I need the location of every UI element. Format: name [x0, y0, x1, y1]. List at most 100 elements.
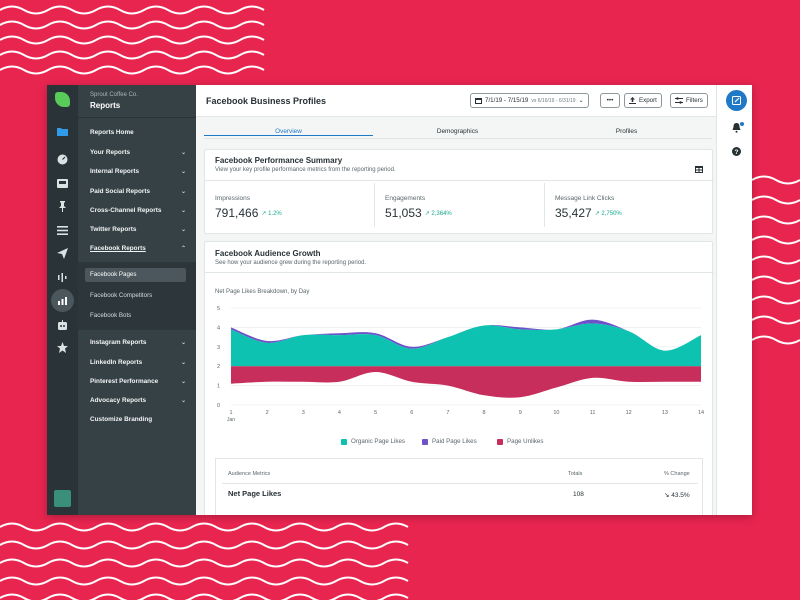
sidebar-item-customize-branding[interactable]: Customize Branding [90, 416, 186, 423]
sidebar-item-cross-channel-reports[interactable]: Cross-Channel Reports ⌄ [90, 207, 186, 214]
main-content: Facebook Business Profiles 7/1/19 - 7/15… [196, 85, 716, 515]
svg-text:?: ? [735, 149, 739, 156]
help-icon[interactable]: ? [731, 146, 742, 157]
sidebar-subitem-facebook-pages[interactable]: Facebook Pages [85, 268, 186, 282]
legend-unlikes[interactable]: Page Unlikes [497, 438, 543, 445]
sidebar-item-label: Your Reports [90, 149, 131, 156]
sidebar-item-paid-social-reports[interactable]: Paid Social Reports ⌄ [90, 188, 186, 195]
reports-sidebar: Sprout Coffee Co. Reports Reports Home Y… [78, 85, 196, 515]
chevron-down-icon: ⌄ [180, 189, 186, 195]
date-range-label: 7/1/19 - 7/15/19 [485, 97, 529, 104]
sidebar-item-label: Internal Reports [90, 168, 140, 175]
calendar-icon [475, 98, 482, 104]
sidebar-item-label: Paid Social Reports [90, 188, 151, 195]
export-icon [629, 97, 636, 104]
sidebar-item-your-reports[interactable]: Your Reports ⌄ [90, 149, 186, 156]
tab-label: Demographics [436, 128, 479, 135]
chevron-down-icon: ⌄ [578, 98, 584, 104]
x-tick-label: 2 [266, 410, 269, 416]
compose-button[interactable] [726, 90, 747, 111]
sidebar-item-internal-reports[interactable]: Internal Reports ⌄ [90, 168, 186, 175]
pin-icon[interactable] [54, 198, 71, 215]
icon-rail [47, 85, 78, 515]
more-button[interactable]: ••• [600, 93, 620, 108]
x-tick-label: 8 [483, 410, 486, 416]
sidebar-item-advocacy-reports[interactable]: Advocacy Reports ⌄ [90, 397, 186, 404]
sidebar-item-label: Customize Branding [90, 416, 153, 423]
export-button[interactable]: Export [624, 93, 662, 108]
filters-icon [675, 97, 683, 104]
sidebar-item-pinterest-performance[interactable]: Pinterest Performance ⌄ [90, 378, 186, 385]
chevron-down-icon: ⌄ [180, 227, 186, 233]
tab-overview[interactable]: Overview [204, 128, 373, 136]
chevron-down-icon: ⌄ [180, 150, 186, 156]
metric-change: ↗ 1.2% [261, 211, 282, 218]
sidebar-item-reports-home[interactable]: Reports Home [90, 129, 186, 136]
notification-dot [740, 122, 744, 126]
legend-organic[interactable]: Organic Page Likes [341, 438, 405, 445]
y-tick-label: 2 [217, 364, 220, 370]
series-area-page-unlikes[interactable] [231, 366, 701, 398]
folder-icon[interactable] [54, 123, 71, 140]
growth-subtitle: See how your audience grew during the re… [215, 260, 367, 266]
audio-icon[interactable] [54, 269, 71, 286]
filters-button[interactable]: Filters [670, 93, 708, 108]
sidebar-item-label: LinkedIn Reports [90, 359, 143, 366]
series-area-organic-page-likes[interactable] [231, 323, 701, 367]
audience-metrics-table: Audience Metrics Totals % Change Net Pag… [215, 458, 703, 515]
legend-paid[interactable]: Paid Page Likes [422, 438, 477, 445]
sidebar-title: Reports [90, 101, 121, 110]
metric-impressions: Impressions 791,466 ↗ 1.2% [205, 183, 375, 227]
y-tick-label: 1 [217, 384, 220, 390]
metric-number: 791,466 [215, 206, 259, 220]
inbox-icon[interactable] [54, 175, 71, 192]
chevron-down-icon: ⌄ [180, 169, 186, 175]
app-window: Sprout Coffee Co. Reports Reports Home Y… [47, 85, 752, 515]
x-sublabel: Jan [227, 417, 235, 423]
tab-profiles[interactable]: Profiles [542, 128, 711, 135]
user-avatar[interactable] [54, 490, 71, 507]
compose-icon [732, 96, 741, 105]
metric-engagements: Engagements 51,053 ↗ 2,364% [375, 183, 545, 227]
audience-growth-card: Facebook Audience Growth See how your au… [204, 241, 714, 515]
bot-icon[interactable] [54, 316, 71, 333]
bell-icon[interactable] [731, 122, 742, 133]
performance-summary-card: Facebook Performance Summary View your k… [204, 149, 714, 234]
sidebar-divider [78, 117, 196, 118]
sidebar-subitem-facebook-competitors[interactable]: Facebook Competitors [90, 292, 153, 299]
x-tick-label: 9 [519, 410, 522, 416]
summary-title: Facebook Performance Summary [215, 156, 343, 165]
tab-label: Overview [275, 128, 302, 135]
sidebar-item-instagram-reports[interactable]: Instagram Reports ⌄ [90, 339, 186, 346]
sidebar-item-twitter-reports[interactable]: Twitter Reports ⌄ [90, 226, 186, 233]
y-tick-label: 4 [217, 325, 220, 331]
x-tick-label: 6 [410, 410, 413, 416]
chevron-down-icon: ⌄ [180, 340, 186, 346]
list-icon[interactable] [54, 222, 71, 239]
metric-value: 51,053 ↗ 2,364% [385, 206, 452, 220]
tab-demographics[interactable]: Demographics [373, 128, 542, 135]
x-tick-label: 7 [446, 410, 449, 416]
table-row-change: ↘ 43.5% [664, 492, 690, 499]
send-icon[interactable] [54, 245, 71, 262]
table-header-change: % Change [664, 471, 690, 477]
table-header-metric: Audience Metrics [228, 471, 271, 477]
table-header-totals: Totals [568, 471, 583, 477]
table-row-total: 108 [573, 491, 584, 498]
report-tabs: Overview Demographics Profiles [204, 125, 712, 139]
y-tick-label: 0 [217, 403, 220, 409]
x-tick-label: 10 [553, 410, 559, 416]
gauge-icon[interactable] [54, 151, 71, 168]
sidebar-item-facebook-reports[interactable]: Facebook Reports ⌃ [90, 245, 186, 252]
x-tick-label: 3 [302, 410, 305, 416]
metric-number: 35,427 [555, 206, 592, 220]
sidebar-item-linkedin-reports[interactable]: LinkedIn Reports ⌄ [90, 359, 186, 366]
top-bar: Facebook Business Profiles 7/1/19 - 7/15… [196, 85, 716, 117]
table-view-icon[interactable] [695, 160, 703, 178]
star-icon[interactable] [54, 339, 71, 356]
date-range-picker[interactable]: 7/1/19 - 7/15/19 vs 6/16/19 - 6/31/19 ⌄ [470, 93, 589, 108]
reports-icon[interactable] [54, 292, 71, 309]
sidebar-subitem-facebook-bots[interactable]: Facebook Bots [90, 312, 132, 319]
sprout-logo-icon[interactable] [55, 92, 70, 107]
sidebar-item-label: Cross-Channel Reports [90, 207, 162, 214]
